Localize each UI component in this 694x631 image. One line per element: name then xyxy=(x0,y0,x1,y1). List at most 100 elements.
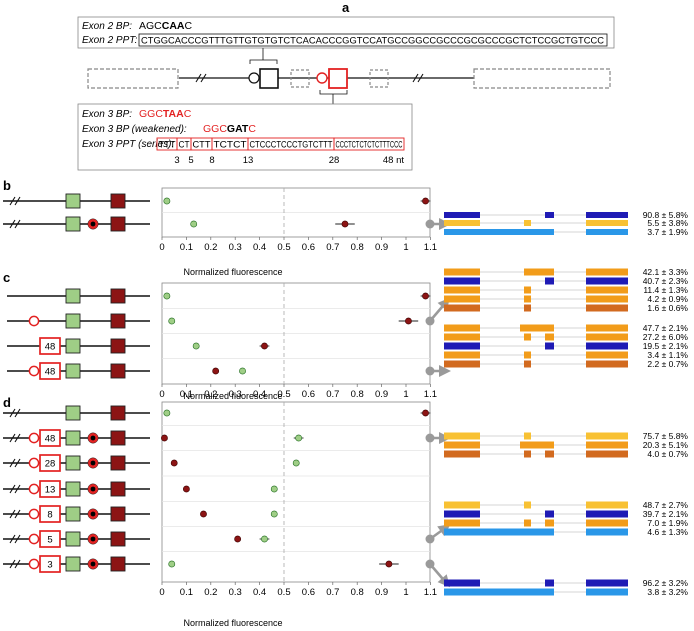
red-reporter-exon xyxy=(110,556,126,572)
isoform-exon xyxy=(444,351,480,359)
isoform-percentage: 3.7 ± 1.9% xyxy=(647,227,688,237)
isoform-percentage: 4.6 ± 1.3% xyxy=(647,527,688,537)
exon2-bp-label: Exon 2 BP: xyxy=(82,21,132,32)
isoform-exon xyxy=(586,268,628,276)
isoform-exon xyxy=(520,324,554,332)
isoform-exon xyxy=(586,229,628,235)
isoform-percentage: 90.8 ± 5.8% xyxy=(643,210,689,220)
isoform-percentage: 27.2 ± 6.0% xyxy=(643,332,689,342)
x-tick-label: 0.7 xyxy=(326,242,339,253)
x-tick-label: 0.3 xyxy=(229,389,242,400)
break-mark-icon xyxy=(9,433,21,443)
red-reporter-exon xyxy=(110,430,126,446)
x-tick-label: 0 xyxy=(159,389,164,400)
isoform-exon xyxy=(524,519,531,527)
ppt-length-box xyxy=(39,480,61,498)
red-reporter-exon xyxy=(110,531,126,547)
ppt-length-box xyxy=(39,362,61,380)
x-tick-label: 0.6 xyxy=(302,242,315,253)
green-reporter-exon xyxy=(65,531,81,547)
exon3-bp-seq: GGCTAAC xyxy=(139,108,192,120)
red-point xyxy=(182,485,190,493)
red-reporter-exon xyxy=(110,313,126,329)
exon3-bp-weak-seq: GGCGATC xyxy=(203,123,256,135)
isoform-exon xyxy=(545,510,554,518)
ppt-length-box xyxy=(39,505,61,523)
green-reporter-exon xyxy=(65,338,81,354)
x-tick-label: 0.7 xyxy=(326,389,339,400)
isoform-percentage: 2.2 ± 0.7% xyxy=(647,359,688,369)
isoform-exon xyxy=(444,579,480,587)
ppt-length-label: 3 xyxy=(47,560,52,571)
break-mark-icon xyxy=(9,219,21,229)
green-point xyxy=(292,459,300,467)
arrow-head-icon xyxy=(439,365,451,377)
branchpoint-red-icon xyxy=(316,72,328,84)
isoform-percentage: 4.2 ± 0.9% xyxy=(647,294,688,304)
green-point xyxy=(270,510,278,518)
ppt-tick-label: 13 xyxy=(243,155,254,166)
x-tick-label: 0 xyxy=(159,242,164,253)
isoform-percentage: 3.4 ± 1.1% xyxy=(647,350,688,360)
isoform-exon xyxy=(444,295,480,303)
isoform-exon xyxy=(520,441,554,449)
ppt-tick-label: 28 xyxy=(329,155,340,166)
isoform-exon xyxy=(444,277,480,285)
isoform-percentage: 3.8 ± 3.2% xyxy=(647,587,688,597)
x-tick-label: 0.9 xyxy=(375,587,388,598)
isoform-percentage: 20.3 ± 5.1% xyxy=(643,440,689,450)
isoform-exon xyxy=(586,295,628,303)
exon2-bp-seq: AGCCAAC xyxy=(139,20,193,32)
isoform-exon xyxy=(586,519,628,527)
construct-row: 5 xyxy=(3,530,150,548)
plot-panel: 0 0.1 0.2 0.3 0.4 0.5 0.6 0.7 0.8 0.9 1 1.1 xyxy=(159,187,437,253)
x-tick-label: 0.7 xyxy=(326,587,339,598)
isoform-exon xyxy=(444,588,554,596)
isoform-percentage: 47.7 ± 2.1% xyxy=(643,323,689,333)
plot-frame xyxy=(161,401,431,583)
ppt-length-box xyxy=(39,429,61,447)
isoform-exon xyxy=(444,528,554,536)
isoform-exon xyxy=(586,579,628,587)
red-reporter-exon xyxy=(110,481,126,497)
isoform-exon xyxy=(586,588,628,596)
plot-panel: 0 0.1 0.2 0.3 0.4 0.5 0.6 0.7 0.8 0.9 1 1.1 xyxy=(159,282,437,400)
red-reporter-exon xyxy=(110,193,126,209)
exon2-ppt-seq: CTGGCACCCGTTTGTTGTGTGTCTCACACCCGGTCCATGC… xyxy=(141,36,604,47)
isoform-exon xyxy=(586,304,628,312)
green-point xyxy=(168,560,176,568)
green-reporter-exon xyxy=(65,556,81,572)
fluorescence-plots: 0 0.1 0.2 0.3 0.4 0.5 0.6 0.7 0.8 0.9 1 1.10 0.1 0.2 0… xyxy=(159,187,437,598)
x-tick-label: 1.1 xyxy=(424,242,437,253)
red-point xyxy=(234,535,242,543)
isoform-exon xyxy=(444,229,554,235)
x-tick-label: 0.9 xyxy=(375,389,388,400)
isoform-percentage: 4.0 ± 0.7% xyxy=(647,449,688,459)
ppt-length-label: 48 xyxy=(45,342,56,353)
x-tick-label: 0.2 xyxy=(204,389,217,400)
exon-1-dashed xyxy=(87,68,179,89)
isoform-exon xyxy=(444,220,480,226)
isoform-exon xyxy=(524,351,531,359)
xlabel-b: Normalized fluorescence xyxy=(183,267,282,277)
break-mark-icon xyxy=(9,196,21,206)
break-mark-icon xyxy=(9,458,21,468)
isoform-exon xyxy=(545,450,554,458)
red-point xyxy=(161,434,168,442)
branchpoint-red-icon xyxy=(28,508,40,520)
x-tick-label: 0.1 xyxy=(180,389,193,400)
green-reporter-exon xyxy=(65,363,81,379)
isoform-exon xyxy=(524,220,531,226)
ppt-length-box xyxy=(39,337,61,355)
red-point xyxy=(422,292,429,300)
construct-row xyxy=(3,405,150,421)
break-mark-icon xyxy=(9,484,21,494)
isoform-exon xyxy=(444,333,480,341)
gene-schematic xyxy=(87,48,611,104)
branchpoint-red-icon xyxy=(28,365,40,377)
ppt-segment: TCTCT xyxy=(214,140,247,151)
ppt-segment: CTT xyxy=(193,140,211,151)
isoform-exon xyxy=(545,333,554,341)
isoform-percentage: 48.7 ± 2.7% xyxy=(643,500,689,510)
isoform-percentage: 19.5 ± 2.1% xyxy=(643,341,689,351)
